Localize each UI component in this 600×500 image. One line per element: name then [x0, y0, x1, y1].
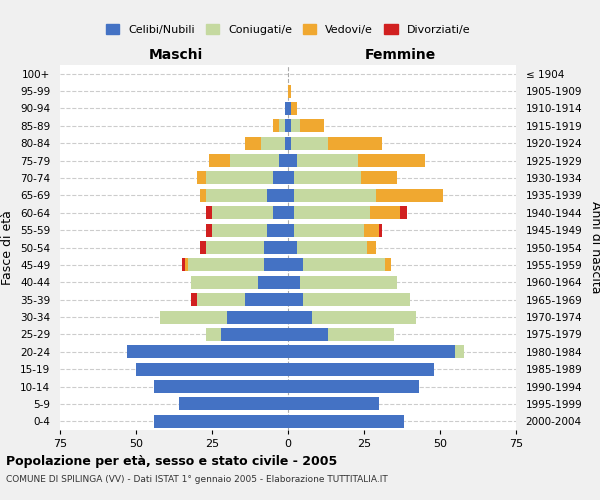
Bar	[288, 154, 297, 167]
Bar	[358, 154, 425, 167]
Bar	[385, 258, 391, 272]
Bar	[267, 224, 288, 236]
Bar	[291, 102, 297, 115]
Bar	[288, 328, 328, 341]
Bar	[328, 136, 382, 149]
Bar	[197, 293, 245, 306]
Bar	[263, 258, 288, 272]
Bar	[206, 172, 273, 184]
Bar	[288, 84, 291, 98]
Bar	[179, 398, 288, 410]
Bar	[260, 136, 285, 149]
Bar	[206, 206, 212, 220]
Text: Femmine: Femmine	[365, 48, 436, 62]
Bar	[206, 328, 221, 341]
Bar	[209, 154, 230, 167]
Bar	[273, 172, 288, 184]
Bar	[279, 120, 285, 132]
Bar	[127, 346, 288, 358]
Bar	[263, 241, 288, 254]
Bar	[191, 276, 257, 289]
Bar	[303, 293, 410, 306]
Bar	[288, 276, 300, 289]
Bar	[288, 136, 291, 149]
Bar	[288, 224, 294, 236]
Bar	[221, 328, 288, 341]
Bar	[212, 224, 267, 236]
Bar	[294, 224, 364, 236]
Legend: Celibi/Nubili, Coniugati/e, Vedovi/e, Divorziati/e: Celibi/Nubili, Coniugati/e, Vedovi/e, Di…	[101, 20, 475, 39]
Bar	[273, 120, 279, 132]
Bar	[197, 172, 206, 184]
Bar	[285, 120, 288, 132]
Y-axis label: Anni di nascita: Anni di nascita	[589, 201, 600, 294]
Bar	[313, 310, 416, 324]
Bar	[303, 258, 385, 272]
Bar	[288, 241, 297, 254]
Bar	[288, 293, 303, 306]
Bar	[267, 189, 288, 202]
Text: Maschi: Maschi	[148, 48, 203, 62]
Bar	[361, 172, 397, 184]
Bar	[370, 206, 400, 220]
Bar	[294, 189, 376, 202]
Bar	[288, 415, 404, 428]
Bar	[288, 380, 419, 393]
Bar	[245, 136, 260, 149]
Bar	[400, 206, 407, 220]
Bar	[206, 224, 212, 236]
Bar	[279, 154, 288, 167]
Bar	[328, 328, 394, 341]
Bar	[379, 224, 382, 236]
Bar	[273, 206, 288, 220]
Bar	[154, 415, 288, 428]
Y-axis label: Fasce di età: Fasce di età	[1, 210, 14, 285]
Bar	[367, 241, 376, 254]
Bar	[288, 172, 294, 184]
Text: COMUNE DI SPILINGA (VV) - Dati ISTAT 1° gennaio 2005 - Elaborazione TUTTITALIA.I: COMUNE DI SPILINGA (VV) - Dati ISTAT 1° …	[6, 475, 388, 484]
Bar	[364, 224, 379, 236]
Bar	[288, 102, 291, 115]
Bar	[294, 172, 361, 184]
Bar	[376, 189, 443, 202]
Bar	[288, 206, 294, 220]
Bar	[227, 310, 288, 324]
Bar	[294, 206, 370, 220]
Bar	[200, 189, 206, 202]
Bar	[288, 346, 455, 358]
Bar	[291, 136, 328, 149]
Bar	[160, 310, 227, 324]
Bar	[297, 241, 367, 254]
Bar	[285, 136, 288, 149]
Bar	[206, 189, 267, 202]
Bar	[291, 120, 300, 132]
Bar	[455, 346, 464, 358]
Bar	[288, 310, 313, 324]
Bar	[136, 362, 288, 376]
Bar	[300, 276, 397, 289]
Bar	[188, 258, 263, 272]
Bar	[288, 258, 303, 272]
Bar	[200, 241, 206, 254]
Bar	[182, 258, 185, 272]
Bar	[230, 154, 279, 167]
Bar	[191, 293, 197, 306]
Bar	[245, 293, 288, 306]
Bar	[300, 120, 325, 132]
Bar	[288, 362, 434, 376]
Bar	[288, 189, 294, 202]
Bar	[154, 380, 288, 393]
Bar	[257, 276, 288, 289]
Bar	[185, 258, 188, 272]
Bar	[297, 154, 358, 167]
Bar	[206, 241, 263, 254]
Bar	[288, 120, 291, 132]
Text: Popolazione per età, sesso e stato civile - 2005: Popolazione per età, sesso e stato civil…	[6, 455, 337, 468]
Bar	[212, 206, 273, 220]
Bar	[288, 398, 379, 410]
Bar	[285, 102, 288, 115]
